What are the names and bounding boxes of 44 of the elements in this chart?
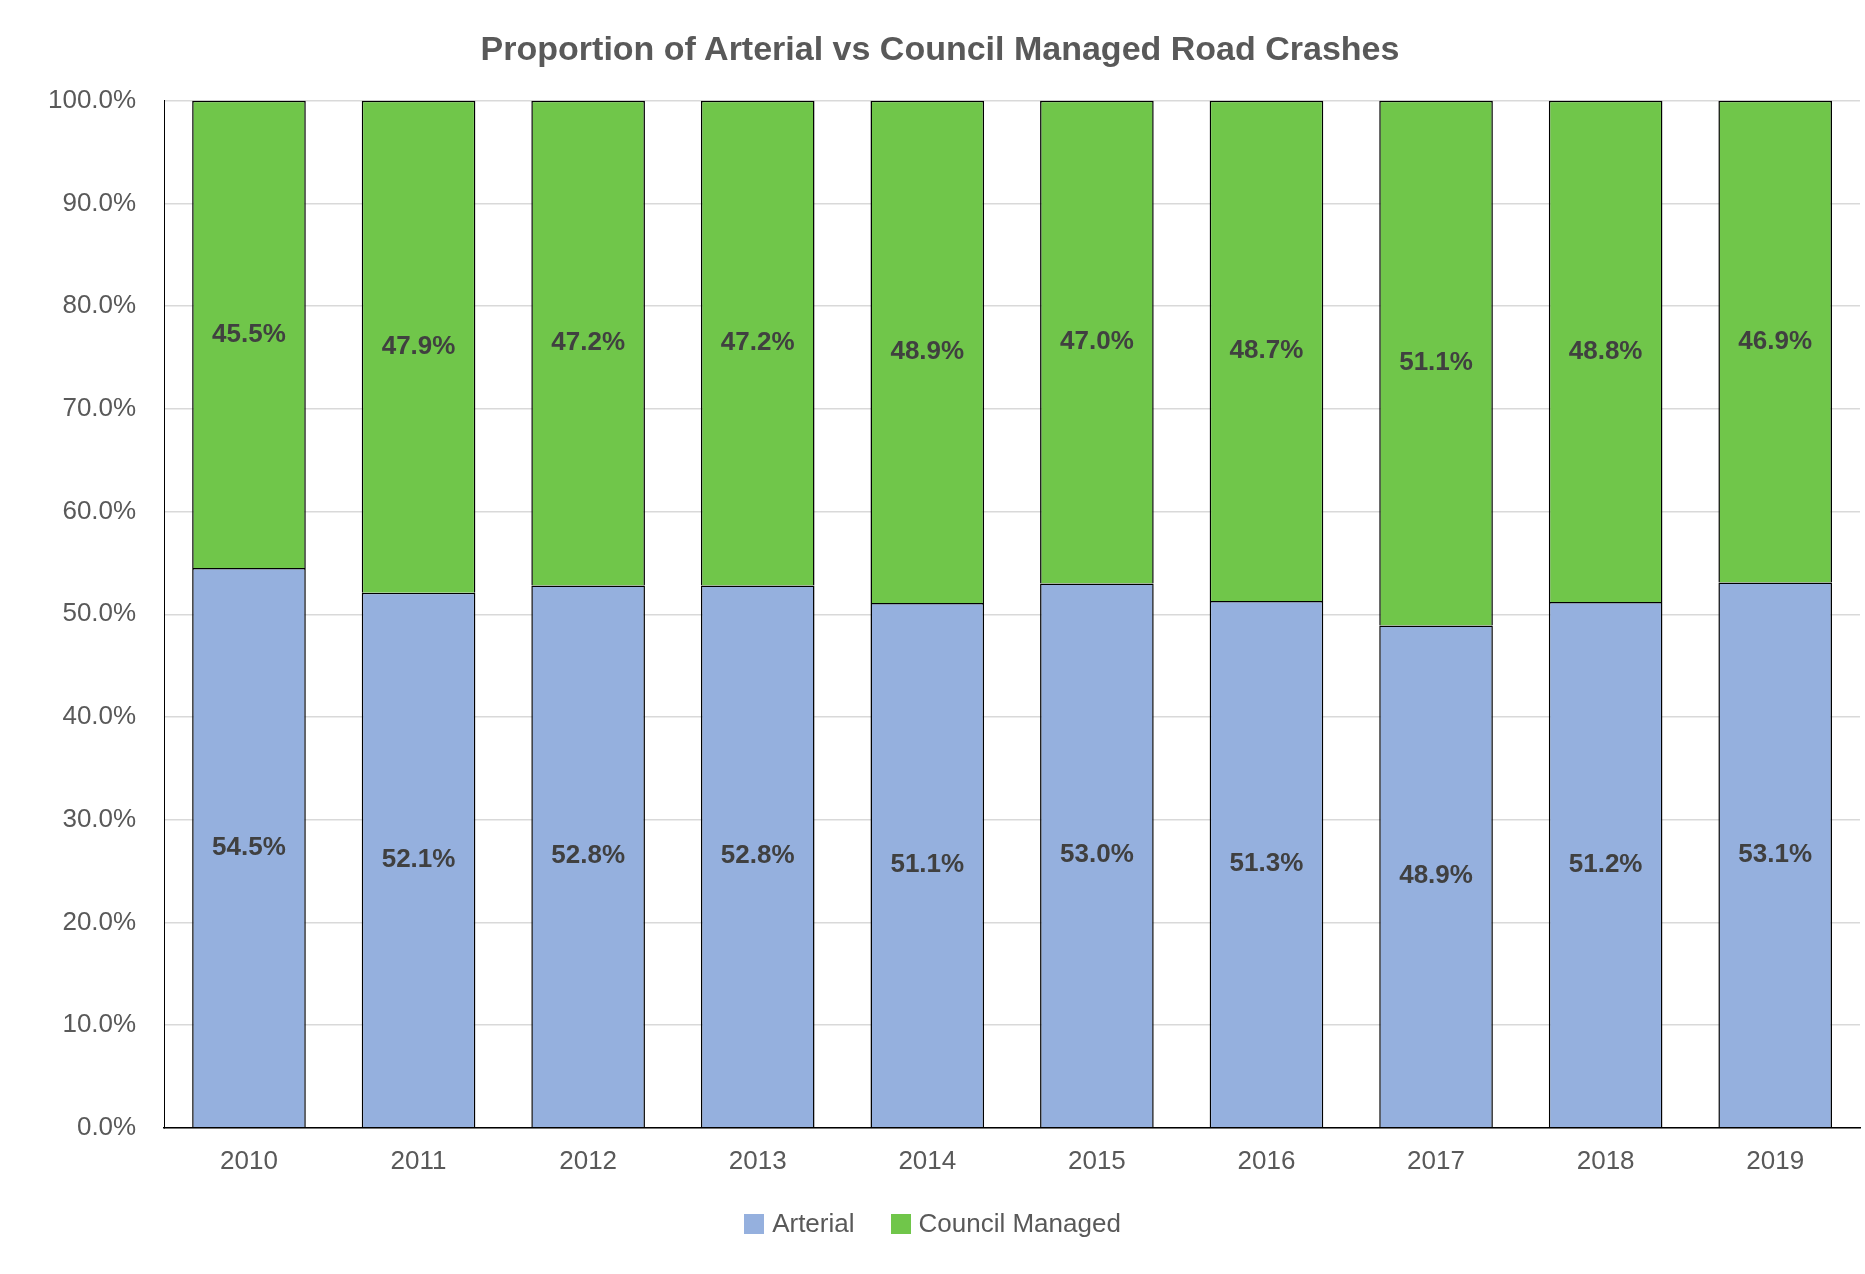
x-tick-label: 2010 [220,1144,278,1175]
data-label: 51.1% [1399,346,1473,377]
data-label: 51.3% [1229,847,1304,878]
legend-label: Arterial [772,1208,855,1239]
y-tick-label: 100.0% [47,83,137,114]
x-tick-label: 2011 [390,1144,447,1175]
x-tick-label: 2013 [728,1144,787,1175]
data-label: 52.1% [381,843,456,874]
y-tick-label: 80.0% [62,289,137,320]
data-label: 47.0% [1060,325,1134,356]
data-label: 51.2% [1568,847,1643,878]
data-label: 47.2% [720,326,795,357]
x-tick-label: 2019 [1746,1144,1805,1175]
y-tick-label: 0.0% [76,1110,137,1141]
data-label: 51.1% [890,848,965,879]
y-tick-label: 10.0% [62,1008,137,1039]
y-tick-label: 40.0% [62,700,137,731]
data-label: 47.2% [551,326,625,357]
data-label: 54.5% [212,830,286,861]
data-label: 48.9% [1399,859,1473,890]
x-tick-label: 2012 [559,1144,618,1175]
legend-label: Council Managed [918,1208,1121,1239]
data-label: 48.7% [1229,334,1304,365]
data-label: 52.8% [720,839,795,870]
data-label: 48.9% [890,335,965,366]
chart-title: Proportion of Arterial vs Council Managed Road Crashes [480,28,1400,67]
data-label: 53.1% [1738,837,1813,868]
y-tick-label: 20.0% [62,905,137,936]
data-label: 45.5% [212,317,286,348]
y-tick-label: 70.0% [62,392,137,423]
x-tick-label: 2018 [1576,1144,1635,1175]
y-tick-label: 90.0% [62,186,137,217]
y-tick-label: 50.0% [62,597,137,628]
data-label: 52.8% [551,839,625,870]
x-tick-label: 2014 [898,1144,957,1175]
x-tick-label: 2016 [1237,1144,1296,1175]
y-tick-label: 60.0% [62,494,137,525]
data-label: 46.9% [1738,324,1813,355]
data-label: 47.9% [381,329,456,360]
y-tick-label: 30.0% [62,802,137,833]
data-label: 48.8% [1568,334,1643,365]
x-tick-label: 2015 [1067,1144,1126,1175]
data-label: 53.0% [1060,838,1134,869]
x-tick-label: 2017 [1407,1144,1465,1175]
